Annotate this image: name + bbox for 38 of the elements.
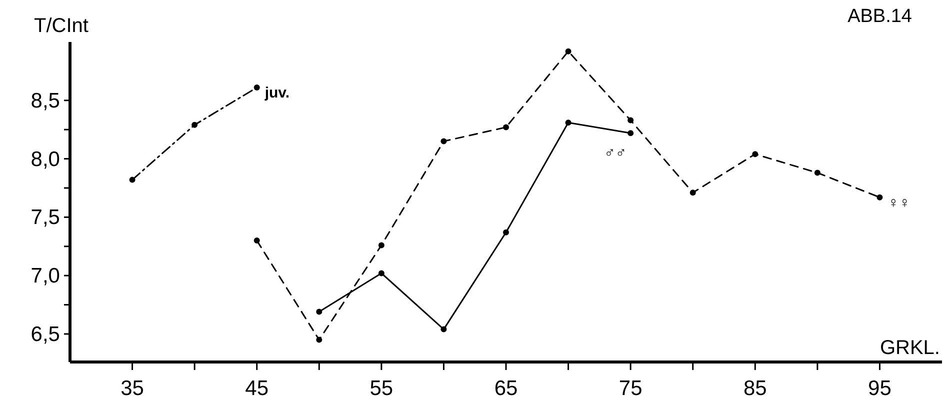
y-tick-label: 6,5 (30, 322, 60, 346)
point (565, 48, 572, 54)
x-tick-label: 75 (618, 377, 642, 400)
y-tick-label: 7,5 (30, 206, 60, 230)
point (503, 229, 509, 236)
series-label: ♂♂ (604, 144, 627, 162)
y-tick-label: 7,0 (30, 264, 60, 288)
series-label: juv. (264, 84, 290, 102)
point (440, 326, 447, 332)
point (129, 176, 136, 183)
chart-title: ABB.14 (848, 6, 912, 27)
point (440, 138, 447, 144)
y-tick-label: 8,0 (30, 148, 60, 171)
x-tick-label: 35 (120, 377, 144, 400)
point (814, 170, 820, 176)
point (378, 270, 384, 276)
point (628, 117, 634, 124)
y-axis-title: T/CInt (34, 15, 89, 37)
x-tick-label: 45 (245, 377, 269, 400)
point (503, 124, 509, 130)
point (192, 122, 198, 128)
point (378, 242, 384, 248)
x-tick-label: 85 (743, 377, 767, 400)
point (254, 84, 260, 91)
x-tick-label: 95 (868, 377, 892, 400)
x-axis-title: GRKL. (880, 337, 940, 359)
point (752, 151, 758, 158)
point (316, 336, 322, 343)
x-tick-label: 55 (370, 377, 394, 400)
y-tick-label: 8,5 (30, 89, 60, 112)
point (628, 130, 634, 136)
x-tick-label: 65 (494, 377, 518, 400)
series-label: ♀♀ (888, 194, 910, 212)
point (254, 238, 260, 244)
point (690, 190, 696, 196)
point (316, 308, 322, 315)
point (565, 120, 572, 126)
point (876, 194, 883, 200)
